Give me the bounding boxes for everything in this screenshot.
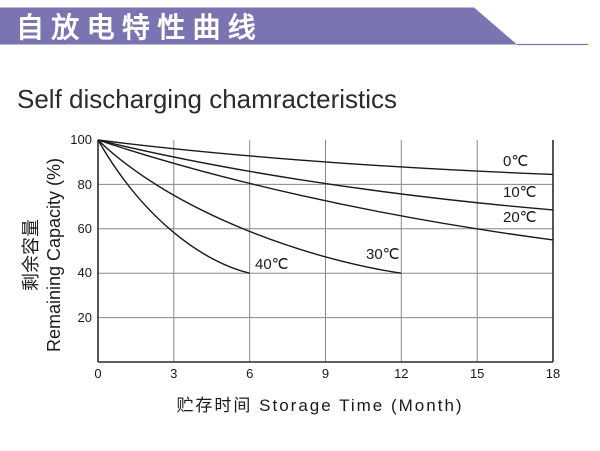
svg-text:80: 80 <box>78 177 92 192</box>
svg-text:15: 15 <box>470 366 484 381</box>
svg-text:6: 6 <box>246 366 253 381</box>
svg-text:40℃: 40℃ <box>255 256 289 273</box>
svg-text:60: 60 <box>78 221 92 236</box>
svg-text:0℃: 0℃ <box>503 153 528 170</box>
svg-text:100: 100 <box>70 132 92 147</box>
svg-text:40: 40 <box>78 265 92 280</box>
svg-text:18: 18 <box>546 366 560 381</box>
svg-text:0: 0 <box>94 366 101 381</box>
svg-text:20℃: 20℃ <box>503 209 537 226</box>
svg-text:3: 3 <box>170 366 177 381</box>
svg-text:9: 9 <box>322 366 329 381</box>
svg-text:12: 12 <box>394 366 408 381</box>
svg-text:剩余容量: 剩余容量 <box>21 219 41 291</box>
svg-text:30℃: 30℃ <box>366 246 400 263</box>
svg-text:Remaining Capacity (%): Remaining Capacity (%) <box>44 158 64 352</box>
svg-text:20: 20 <box>78 310 92 325</box>
svg-text:贮存时间 Storage Time (Month): 贮存时间 Storage Time (Month) <box>176 396 463 415</box>
svg-text:10℃: 10℃ <box>503 184 537 201</box>
